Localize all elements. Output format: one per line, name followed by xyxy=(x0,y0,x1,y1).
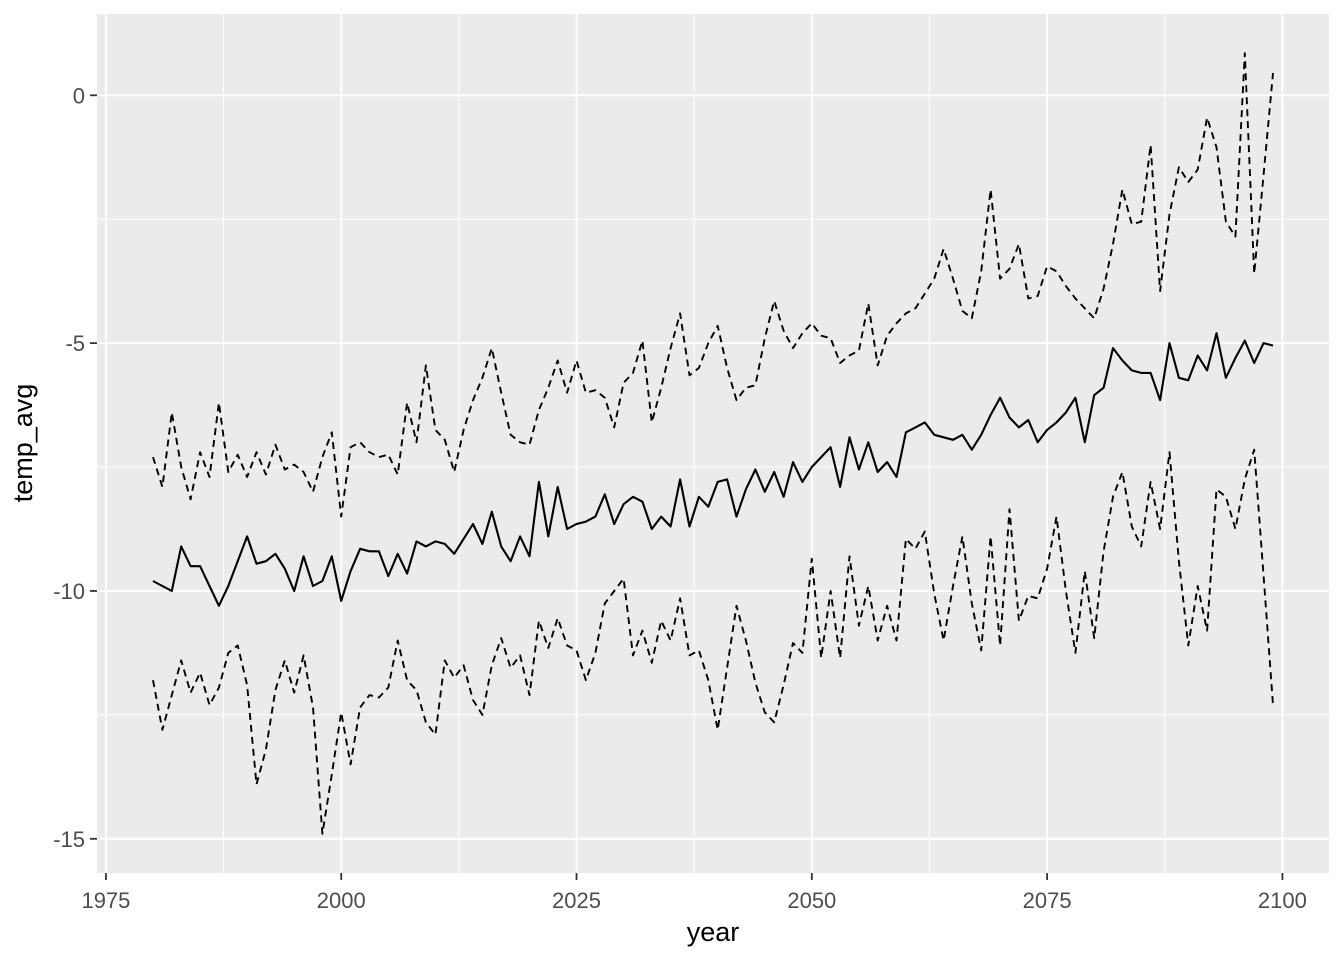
y-tick-label--10: -10 xyxy=(53,579,85,604)
data-series-lines xyxy=(152,52,1274,835)
y-tick-label--15: -15 xyxy=(53,827,85,852)
y-axis-tick-labels: 0 -5 -10 -15 xyxy=(53,83,85,852)
y-axis-title: temp_avg xyxy=(8,384,38,503)
x-tick-label-1975: 1975 xyxy=(81,888,130,913)
x-tick-label-2075: 2075 xyxy=(1023,888,1072,913)
x-axis-tick-labels: 1975 2000 2025 2050 2075 2100 xyxy=(81,888,1306,913)
x-tick-label-2000: 2000 xyxy=(317,888,366,913)
y-tick-label-0: 0 xyxy=(73,83,85,108)
x-tick-label-2025: 2025 xyxy=(552,888,601,913)
y-tick-label--5: -5 xyxy=(65,331,85,356)
series-upper_bound-line xyxy=(152,52,1274,518)
x-axis-title: year xyxy=(687,917,740,947)
grid-major-lines xyxy=(97,14,1329,873)
series-temp_avg_mean-line xyxy=(152,332,1274,607)
grid-minor-lines xyxy=(97,14,1329,873)
x-tick-label-2100: 2100 xyxy=(1258,888,1307,913)
x-tick-label-2050: 2050 xyxy=(787,888,836,913)
plot-panel xyxy=(97,14,1329,873)
axis-tick-marks xyxy=(90,94,1284,880)
